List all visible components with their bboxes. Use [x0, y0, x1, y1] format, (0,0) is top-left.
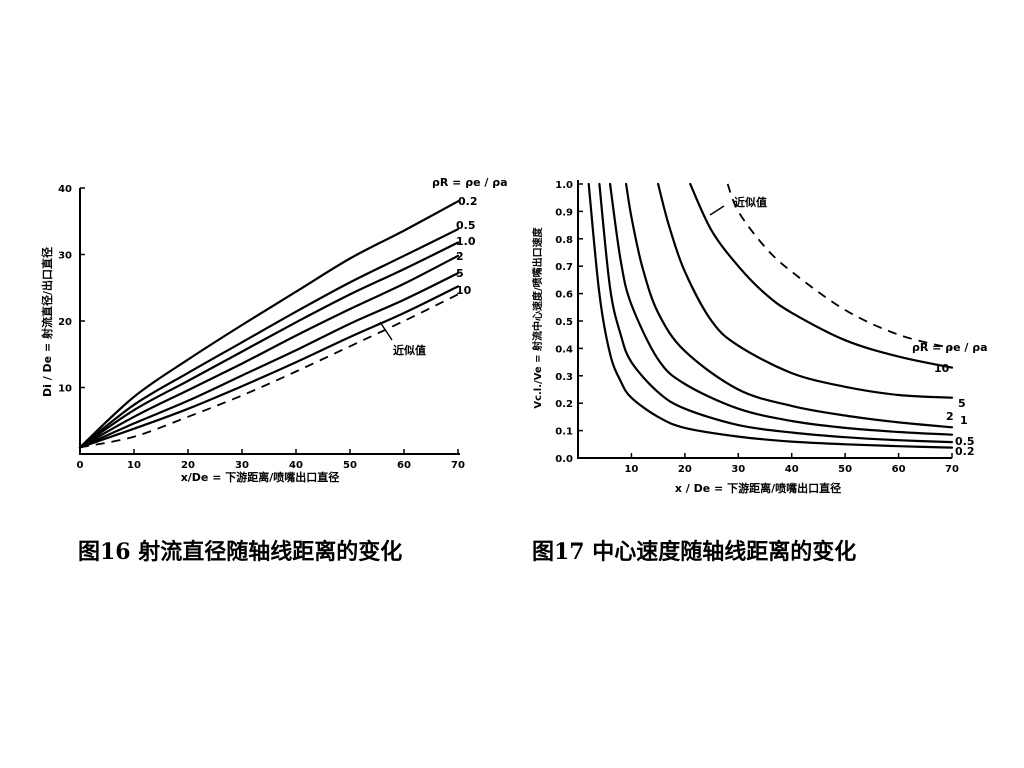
f16-curve-4: [78, 272, 460, 449]
f16-series-label-0: 0.2: [458, 195, 478, 208]
fig16-series-labels: 0.2 0.5 1.0 2 5 10 近似值: [393, 195, 478, 357]
fig16-approx-pointer: [379, 321, 393, 341]
fig16-x-ticks: 0 10 20 30 40 50 60 70: [77, 449, 465, 471]
fig16-y-ticks: 10 20 30 40: [58, 184, 85, 395]
f16-curve-3: [78, 254, 460, 449]
f16-x-tick-label-0: 0: [77, 460, 84, 471]
f16-y-tick-label-1: 20: [58, 317, 72, 328]
f16-x-tick-label-4: 40: [289, 460, 303, 471]
f16-curve-2: [78, 241, 460, 449]
f16-curve-5: [78, 285, 460, 449]
f16-y-tick-label-2: 30: [58, 251, 72, 262]
f16-x-tick-label-2: 20: [181, 460, 195, 471]
figure-16-caption: 图16 射流直径随轴线距离的变化: [78, 539, 403, 565]
f16-y-tick-label-0: 10: [58, 384, 72, 395]
f16-curve-0: [78, 200, 460, 449]
fig16-x-axis-label: x/De = 下游距离/喷嘴出口直径: [181, 470, 340, 484]
f16-series-label-4: 5: [456, 267, 464, 280]
figure-17-caption: 图17 中心速度随轴线距离的变化: [532, 539, 857, 565]
fig16-curves: [78, 200, 460, 449]
f16-series-label-1: 0.5: [456, 219, 476, 232]
f16-y-tick-label-3: 40: [58, 184, 72, 195]
f16-series-label-3: 2: [456, 250, 464, 263]
f16-x-tick-label-6: 60: [397, 460, 411, 471]
f16-x-tick-label-7: 70: [451, 460, 465, 471]
f16-series-label-6: 近似值: [393, 343, 426, 357]
f16-series-label-5: 10: [456, 284, 472, 297]
f16-curve-6: [79, 293, 459, 449]
f16-x-tick-label-5: 50: [343, 460, 357, 471]
f16-series-label-2: 1.0: [456, 235, 476, 248]
f16-x-tick-label-1: 10: [127, 460, 141, 471]
fig16-y-axis-label: Di / De = 射流直径/出口直径: [40, 247, 54, 397]
f16-x-tick-label-3: 30: [235, 460, 249, 471]
fig16-legend-title: ρR = ρe / ρa: [432, 176, 508, 189]
f16-curve-1: [78, 228, 460, 449]
